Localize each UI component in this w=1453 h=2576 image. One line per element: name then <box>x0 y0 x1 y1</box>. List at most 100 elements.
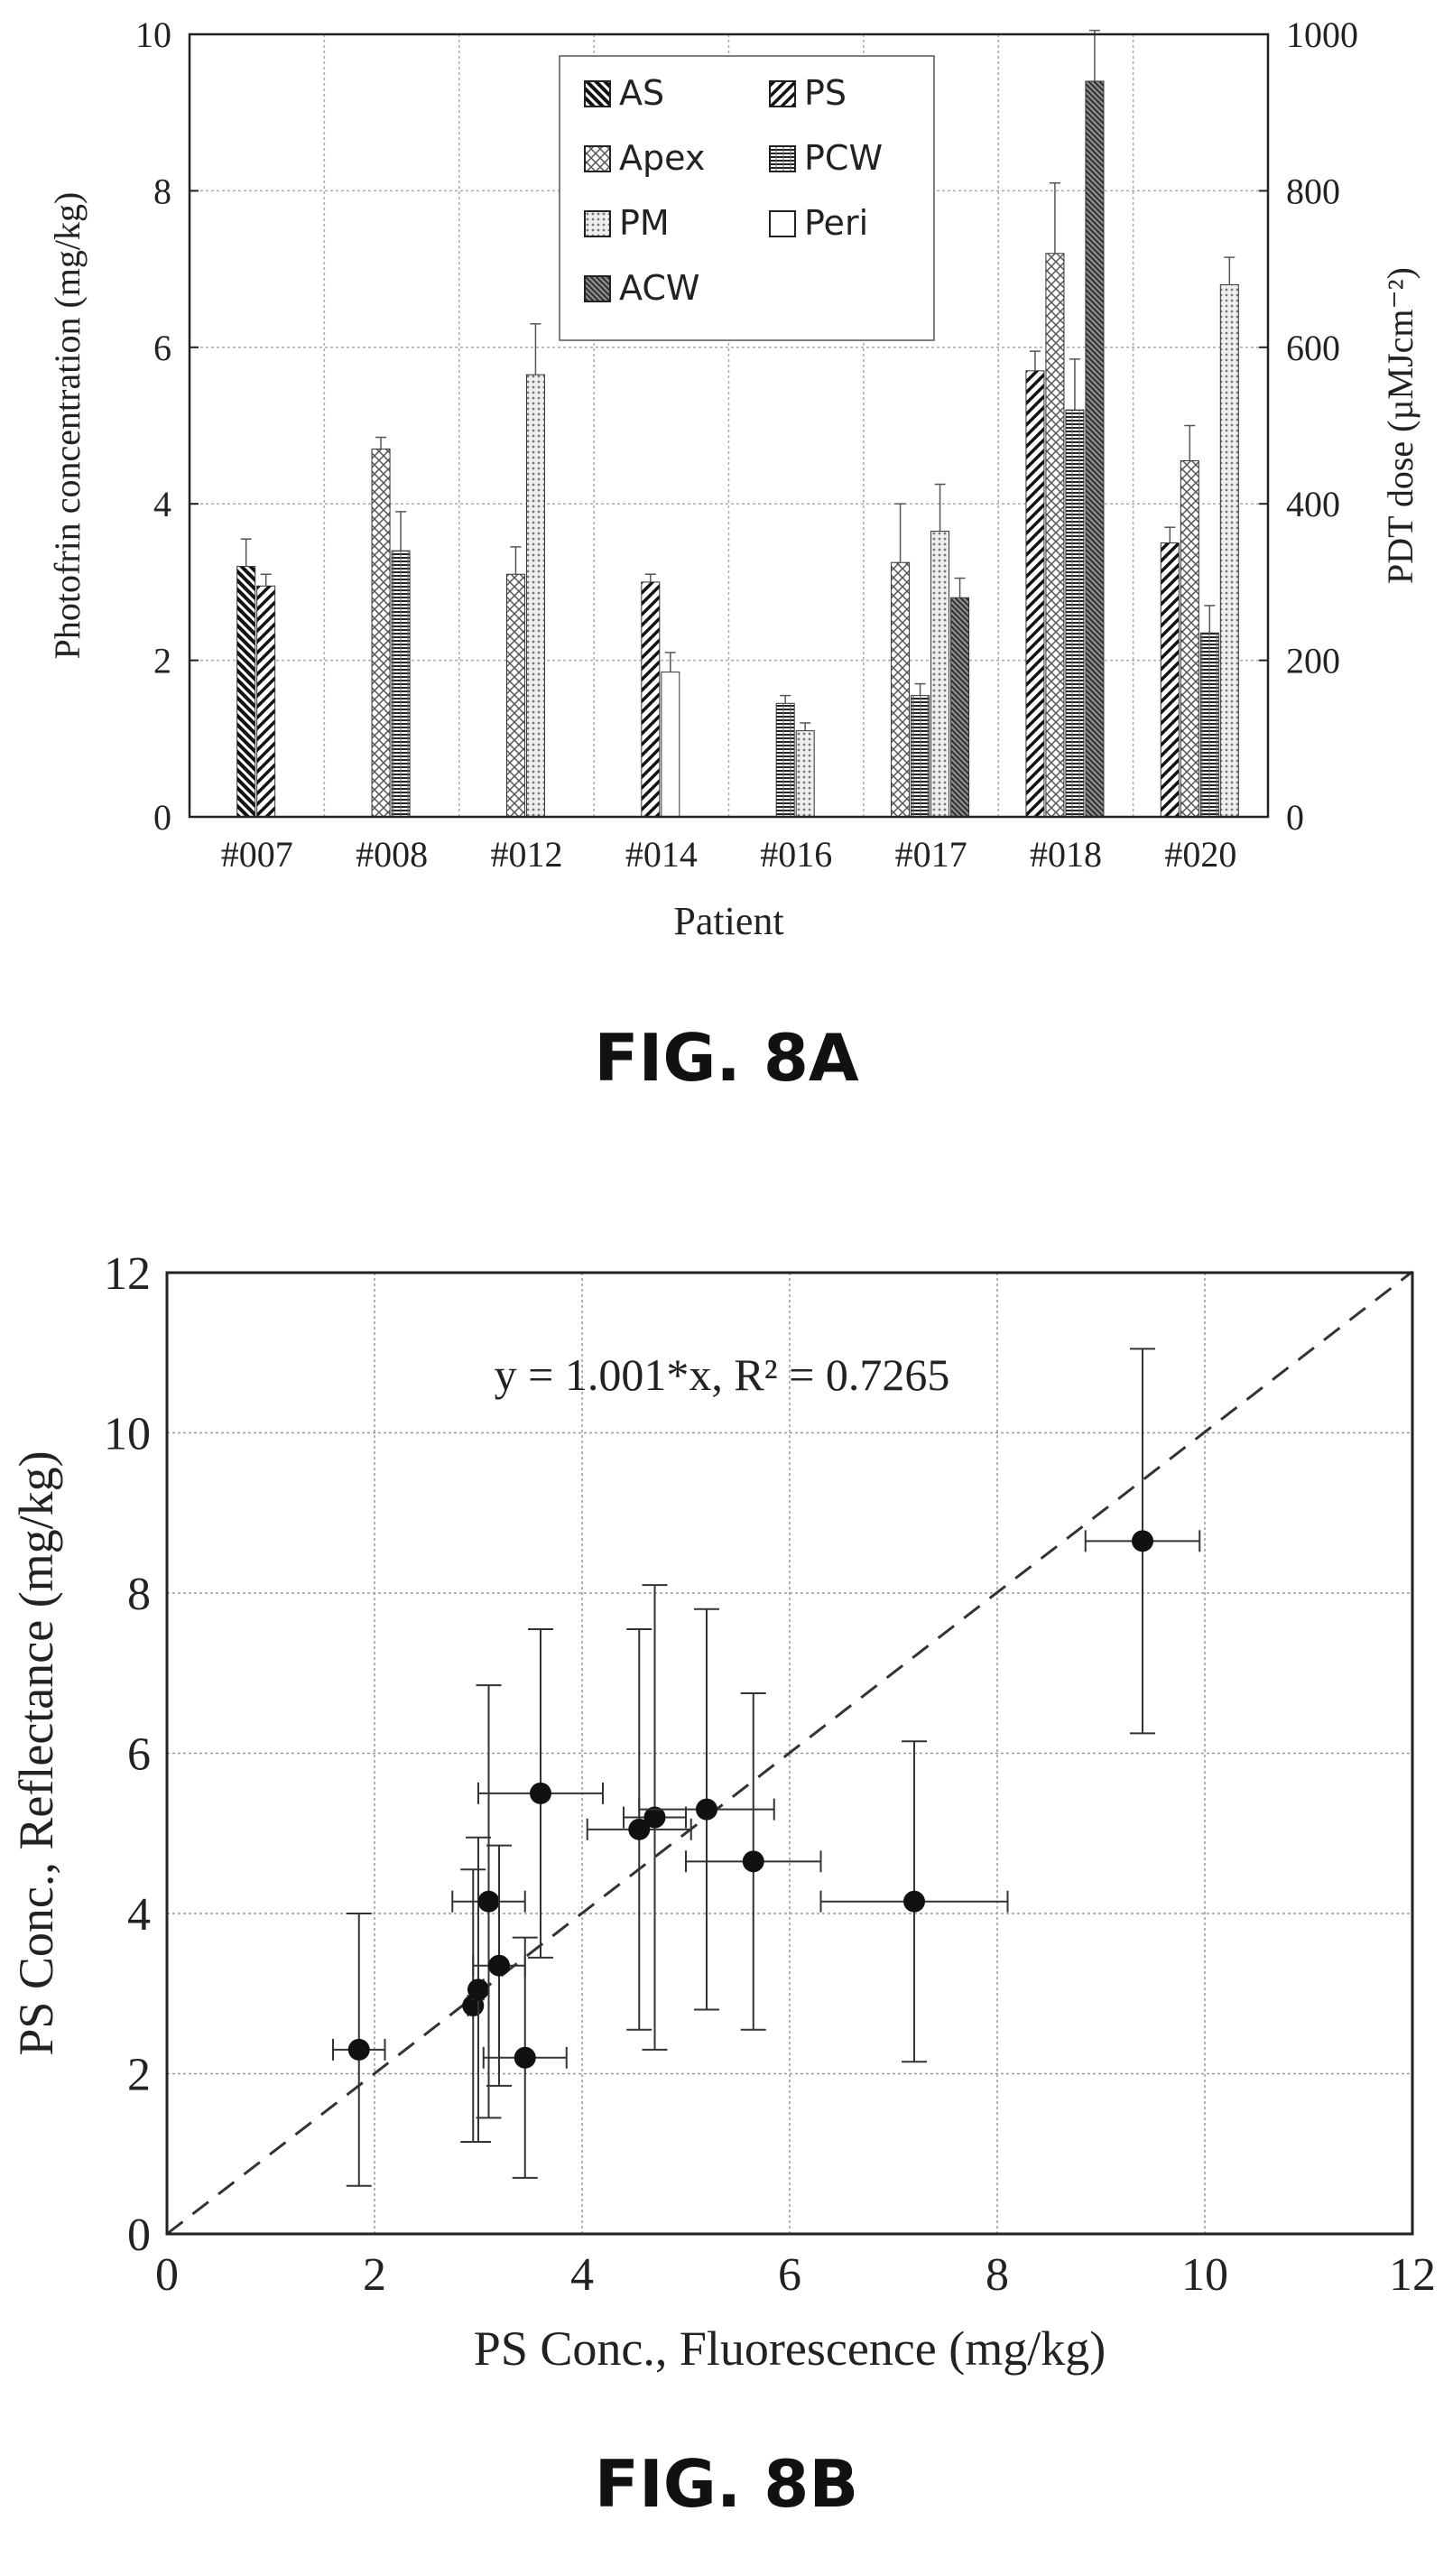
x-tick-label: #016 <box>760 834 832 875</box>
y-tick-label: 0 <box>153 797 171 838</box>
x-tick-label: 6 <box>778 2249 801 2301</box>
legend-swatch-pm <box>584 210 611 237</box>
x-tick-label: #007 <box>221 834 293 875</box>
legend-swatch-as <box>584 80 611 107</box>
y2-tick-label: 400 <box>1286 484 1340 524</box>
bar-pcw <box>1199 632 1219 818</box>
legend-box <box>559 55 935 341</box>
figure-8b-scatter-plot: 0 2 4 6 8 10 12 0 2 4 6 8 10 12 y = 1.001*x, R² = 0.7… <box>9 1248 1436 2376</box>
bar-pm <box>1219 283 1239 818</box>
y-axis-label: PS Conc., Reflectance (mg/kg) <box>9 1450 63 2055</box>
bar-pm <box>795 730 815 818</box>
figure-8a-bar-chart: 0 2 4 6 8 10 0 200 400 600 800 1000 #007 #008 #012 #014… <box>47 14 1421 943</box>
y-tick-label: 4 <box>153 484 171 524</box>
y2-tick-label: 200 <box>1286 641 1340 681</box>
y2-tick-label: 1000 <box>1286 14 1358 55</box>
data-point <box>628 1818 651 1840</box>
data-point <box>488 1954 510 1977</box>
data-point <box>1132 1530 1153 1552</box>
fit-line <box>166 1270 1413 2236</box>
figure-caption-8b: FIG. 8B <box>594 2446 859 2522</box>
bar-apex <box>505 573 525 818</box>
x-tick-label: 0 <box>155 2249 179 2301</box>
y-tick-label: 10 <box>104 1409 151 1460</box>
legend-swatch-peri <box>769 210 796 237</box>
y-tick-label: 6 <box>153 328 171 368</box>
legend-label-pm: PM <box>619 203 670 243</box>
data-point <box>347 2038 370 2061</box>
legend-label-ps: PS <box>804 73 847 113</box>
bar-acw <box>950 597 970 818</box>
data-point <box>477 1890 500 1913</box>
y-tick-label: 8 <box>127 1569 151 1620</box>
bar-pcw <box>775 702 795 818</box>
y-tick-label: 0 <box>127 2210 151 2261</box>
regression-line <box>166 1270 1413 2236</box>
y-tick-label: 4 <box>127 1889 151 1941</box>
bar-apex <box>1045 253 1065 818</box>
axes: 0 2 4 6 8 10 0 200 400 600 800 1000 #007 #008 #012 #014… <box>135 14 1358 875</box>
y-tick-label: 12 <box>104 1248 151 1300</box>
x-axis-label: Patient <box>673 899 783 943</box>
bar-ps <box>256 585 276 818</box>
fit-annotation: y = 1.001*x, R² = 0.7265 <box>495 1349 950 1400</box>
data-point <box>903 1890 925 1913</box>
bar-apex <box>1180 460 1199 818</box>
bar-apex <box>371 449 391 818</box>
legend-swatch-pcw <box>769 145 796 172</box>
x-tick-label: #020 <box>1164 834 1236 875</box>
bar-ps <box>1160 542 1180 818</box>
x-tick-label: 8 <box>986 2249 1009 2301</box>
bar-pm <box>930 531 950 818</box>
x-tick-label: 4 <box>570 2249 594 2301</box>
y2-axis-label: PDT dose (µMJcm⁻²) <box>1380 267 1421 584</box>
y-axis-label: Photofrin concentration (mg/kg) <box>47 192 88 660</box>
x-tick-label: 12 <box>1389 2249 1436 2301</box>
y-tick-label: 6 <box>127 1729 151 1781</box>
y2-tick-label: 0 <box>1286 797 1304 838</box>
bar-pcw <box>1065 409 1085 818</box>
x-tick-label: 10 <box>1181 2249 1228 2301</box>
y-tick-label: 2 <box>153 641 171 681</box>
x-axis-label: PS Conc., Fluorescence (mg/kg) <box>474 2321 1106 2376</box>
y-tick-label: 8 <box>153 171 171 211</box>
y2-tick-label: 800 <box>1286 171 1340 211</box>
legend-swatch-acw <box>584 275 611 302</box>
x-tick-label: #012 <box>490 834 562 875</box>
plot-frame <box>165 1271 1414 2236</box>
y2-tick-label: 600 <box>1286 328 1340 368</box>
legend-label-as: AS <box>619 73 664 113</box>
bar-ps <box>1025 370 1045 818</box>
x-tick-label: #014 <box>625 834 698 875</box>
data-point <box>696 1798 717 1821</box>
data-point <box>742 1850 764 1873</box>
axes: 0 2 4 6 8 10 12 0 2 4 6 8 10 12 <box>104 1248 1436 2301</box>
points-group <box>332 1348 1201 2187</box>
data-point <box>514 2046 536 2069</box>
y-tick-label: 2 <box>127 2050 151 2101</box>
data-point <box>643 1806 666 1829</box>
bar-pcw <box>391 550 411 818</box>
legend-swatch-apex <box>584 145 611 172</box>
legend: AS PS Apex PCW PM Peri ACW <box>559 55 935 341</box>
x-tick-label: #017 <box>895 834 967 875</box>
bar-pm <box>525 374 545 818</box>
x-tick-label: #018 <box>1030 834 1102 875</box>
legend-label-peri: Peri <box>804 203 868 243</box>
figure-caption-8a: FIG. 8A <box>594 1020 859 1096</box>
legend-label-pcw: PCW <box>804 138 883 178</box>
bar-apex <box>891 561 911 818</box>
data-point <box>530 1782 551 1804</box>
bar-pcw <box>911 695 930 818</box>
bar-as <box>236 566 256 818</box>
bar-acw <box>1085 80 1105 818</box>
x-tick-label: 2 <box>363 2249 386 2301</box>
x-tick-label: #008 <box>356 834 428 875</box>
data-point <box>467 1978 489 2001</box>
plot-frame <box>188 32 1270 819</box>
bar-peri <box>661 672 680 818</box>
y-tick-label: 10 <box>135 14 171 55</box>
legend-swatch-ps <box>769 80 796 107</box>
bar-ps <box>641 581 661 818</box>
legend-label-acw: ACW <box>619 268 699 308</box>
